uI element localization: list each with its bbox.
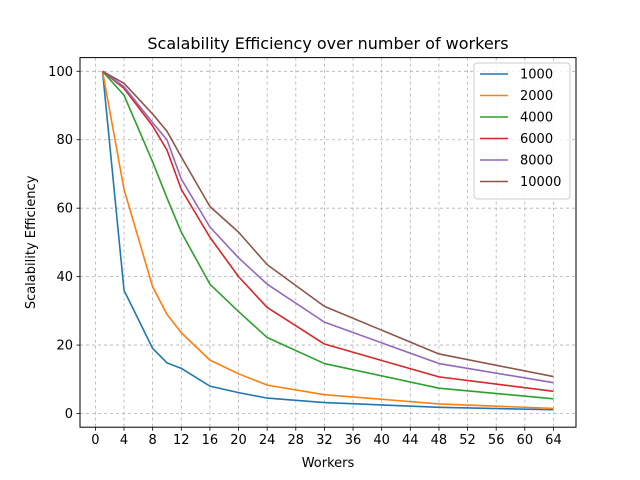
plot-area-frame — [79, 57, 577, 428]
legend-box — [473, 62, 571, 200]
x-tick-label: 16 — [202, 433, 219, 448]
series-line-4000 — [101, 70, 554, 400]
x-tick-label: 60 — [517, 433, 534, 448]
x-tick-label: 12 — [173, 433, 190, 448]
y-tick-label: 20 — [56, 339, 73, 354]
series-lines — [101, 70, 554, 411]
legend-label: 10000 — [520, 175, 561, 190]
legend-label: 8000 — [520, 154, 553, 169]
y-tick-label: 40 — [56, 270, 73, 285]
x-tick-label: 40 — [373, 433, 390, 448]
legend-label: 2000 — [520, 89, 553, 104]
x-tick-label: 44 — [402, 433, 419, 448]
x-tick-label: 36 — [345, 433, 362, 448]
legend-label: 1000 — [520, 68, 553, 83]
series-line-10000 — [102, 70, 554, 378]
x-tick-label: 4 — [120, 433, 128, 448]
x-tick-label: 24 — [259, 433, 276, 448]
series-line-8000 — [102, 70, 554, 384]
legend-label: 6000 — [520, 132, 553, 147]
y-tick-label: 0 — [65, 407, 73, 422]
series-line-2000 — [101, 71, 554, 410]
x-tick-label: 48 — [431, 433, 448, 448]
x-tick-label: 52 — [459, 433, 476, 448]
x-tick-label: 28 — [288, 433, 305, 448]
x-tick-label: 20 — [230, 433, 247, 448]
series-line-1000 — [101, 71, 554, 411]
chart-title: Scalability Efficiency over number of wo… — [147, 34, 508, 53]
series-line-6000 — [102, 70, 554, 393]
x-tick-label: 32 — [316, 433, 333, 448]
x-axis-ticks: 0 4 8 12 16 20 24 28 32 36 40 44 48 52 56 60 64 — [91, 427, 562, 448]
y-axis-label: Scalability Efficiency — [24, 175, 39, 309]
x-tick-label: 56 — [488, 433, 505, 448]
y-tick-label: 60 — [56, 202, 73, 217]
y-tick-label: 80 — [56, 133, 73, 148]
x-axis-label: Workers — [302, 456, 355, 471]
legend-label: 4000 — [520, 111, 553, 126]
x-tick-label: 8 — [149, 433, 157, 448]
y-axis-ticks: 0 20 40 60 80 100 — [48, 65, 80, 422]
x-tick-label: 64 — [545, 433, 562, 448]
legend: 1000 2000 4000 6000 8000 10000 — [473, 62, 571, 200]
y-tick-label: 100 — [48, 65, 73, 80]
x-tick-label: 0 — [91, 433, 99, 448]
